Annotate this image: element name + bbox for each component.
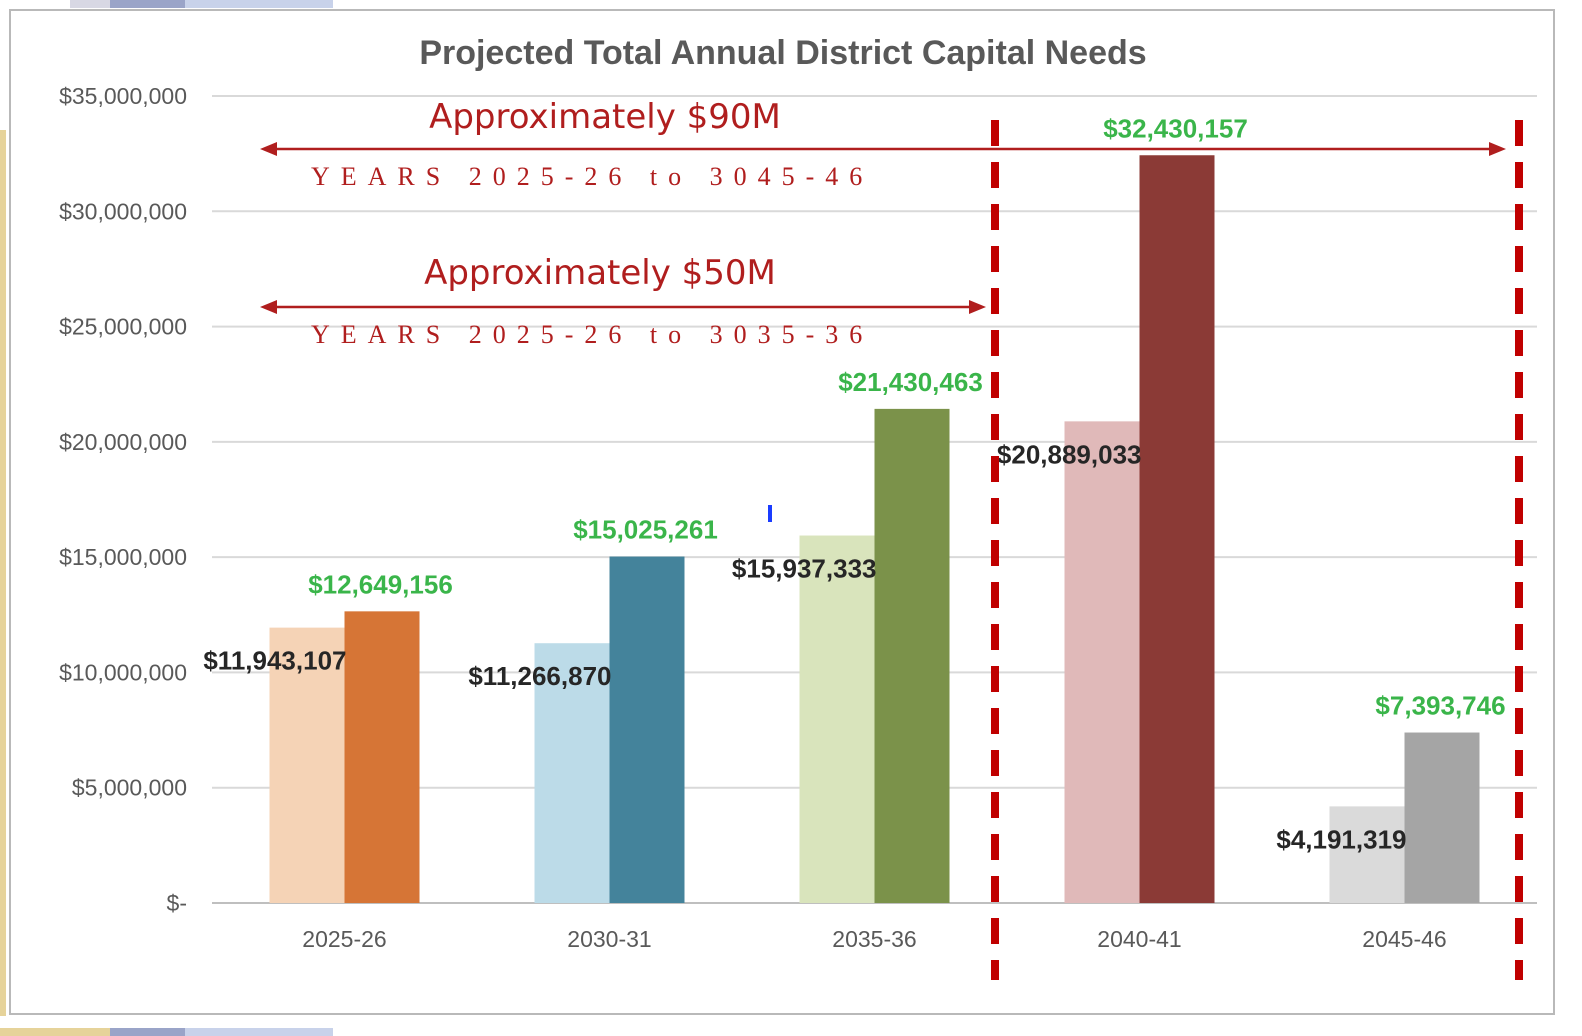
y-tick-label-1: $5,000,000 <box>72 775 187 801</box>
x-tick-label-2040-41: 2040-41 <box>1097 926 1181 952</box>
y-tick-label-2: $10,000,000 <box>59 659 187 685</box>
x-axis-ticks: 2025-26 2030-31 2035-36 2040-41 2045-46 <box>302 926 1446 952</box>
data-label-2030-31-total: $15,025,261 <box>573 515 718 545</box>
bar-2030-31-annual <box>534 643 610 903</box>
annotation-90m-arrowhead-left <box>260 142 277 156</box>
x-tick-label-2045-46: 2045-46 <box>1362 926 1446 952</box>
data-label-2045-46-total: $7,393,746 <box>1375 691 1505 721</box>
decor-strip-top-3 <box>185 0 333 8</box>
decor-strip-bottom-1 <box>0 1028 110 1036</box>
annotation-90m-arrowhead-right <box>1489 142 1506 156</box>
bar-2035-36-total <box>874 408 950 903</box>
y-tick-label-3: $15,000,000 <box>59 544 187 570</box>
bar-2035-36-annual <box>799 535 875 903</box>
text-cursor-mark <box>768 505 772 522</box>
data-label-2030-31-annual: $11,266,870 <box>468 661 611 691</box>
bar-2045-46-total <box>1404 732 1480 903</box>
data-label-2025-26-annual: $11,943,107 <box>203 646 346 676</box>
data-labels: $11,943,107 $12,649,156 $11,266,870 $15,025… <box>203 113 1505 854</box>
annotation-50m-label: Approximately $50M <box>424 253 776 293</box>
data-label-2025-26-total: $12,649,156 <box>308 569 453 599</box>
data-label-2040-41-total: $32,430,157 <box>1103 113 1248 143</box>
data-label-2035-36-annual: $15,937,333 <box>732 554 877 584</box>
chart-frame <box>9 9 1555 1015</box>
annotation-90m: Approximately $90M YEARS 2025-26 to 3045… <box>260 97 1506 191</box>
bar-2025-26-total <box>344 611 420 903</box>
annotation-90m-label: Approximately $90M <box>429 97 781 137</box>
x-tick-label-2025-26: 2025-26 <box>302 926 386 952</box>
decor-strip-bottom-3 <box>185 1028 333 1036</box>
bar-2030-31-total <box>609 556 685 903</box>
annotation-50m-subtext: YEARS 2025-26 to 3035-36 <box>311 320 873 349</box>
bar-2025-26-annual <box>269 627 345 903</box>
data-label-2045-46-annual: $4,191,319 <box>1276 824 1406 854</box>
bar-2040-41-annual <box>1064 421 1140 903</box>
decor-strip-left <box>0 130 6 1016</box>
y-axis-ticks: $- $5,000,000 $10,000,000 $15,000,000 $20,00… <box>59 83 187 916</box>
annotation-50m: Approximately $50M YEARS 2025-26 to 3035… <box>260 253 986 349</box>
data-label-2040-41-annual: $20,889,033 <box>997 439 1142 469</box>
data-label-2035-36-total: $21,430,463 <box>838 367 983 397</box>
decor-strip-top-1 <box>70 0 110 8</box>
chart-title: Projected Total Annual District Capital … <box>419 34 1146 72</box>
y-tick-label-5: $25,000,000 <box>59 314 187 340</box>
decor-strip-top-2 <box>110 0 185 8</box>
period-dividers <box>991 120 1523 980</box>
annotation-50m-arrowhead-right <box>969 300 986 314</box>
x-tick-label-2030-31: 2030-31 <box>567 926 651 952</box>
bars <box>269 155 1480 903</box>
bar-2045-46-annual <box>1329 806 1405 903</box>
y-tick-label-6: $30,000,000 <box>59 198 187 224</box>
annotation-50m-arrowhead-left <box>260 300 277 314</box>
annotation-90m-subtext: YEARS 2025-26 to 3045-46 <box>311 162 873 191</box>
bar-2040-41-total <box>1139 155 1215 903</box>
decor-strip-bottom-2 <box>110 1028 185 1036</box>
y-tick-label-0: $- <box>167 890 187 916</box>
annotations: Approximately $90M YEARS 2025-26 to 3045… <box>260 97 1506 349</box>
y-tick-label-7: $35,000,000 <box>59 83 187 109</box>
y-tick-label-4: $20,000,000 <box>59 429 187 455</box>
x-tick-label-2035-36: 2035-36 <box>832 926 916 952</box>
